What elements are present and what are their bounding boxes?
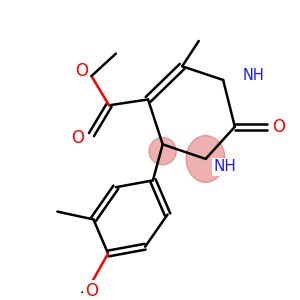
Text: NH: NH <box>243 68 264 82</box>
Text: O: O <box>75 62 88 80</box>
Text: O: O <box>85 282 98 300</box>
Text: NH: NH <box>213 159 236 174</box>
Ellipse shape <box>186 136 225 182</box>
Text: O: O <box>71 130 84 148</box>
Text: O: O <box>272 118 285 136</box>
Ellipse shape <box>149 137 176 165</box>
